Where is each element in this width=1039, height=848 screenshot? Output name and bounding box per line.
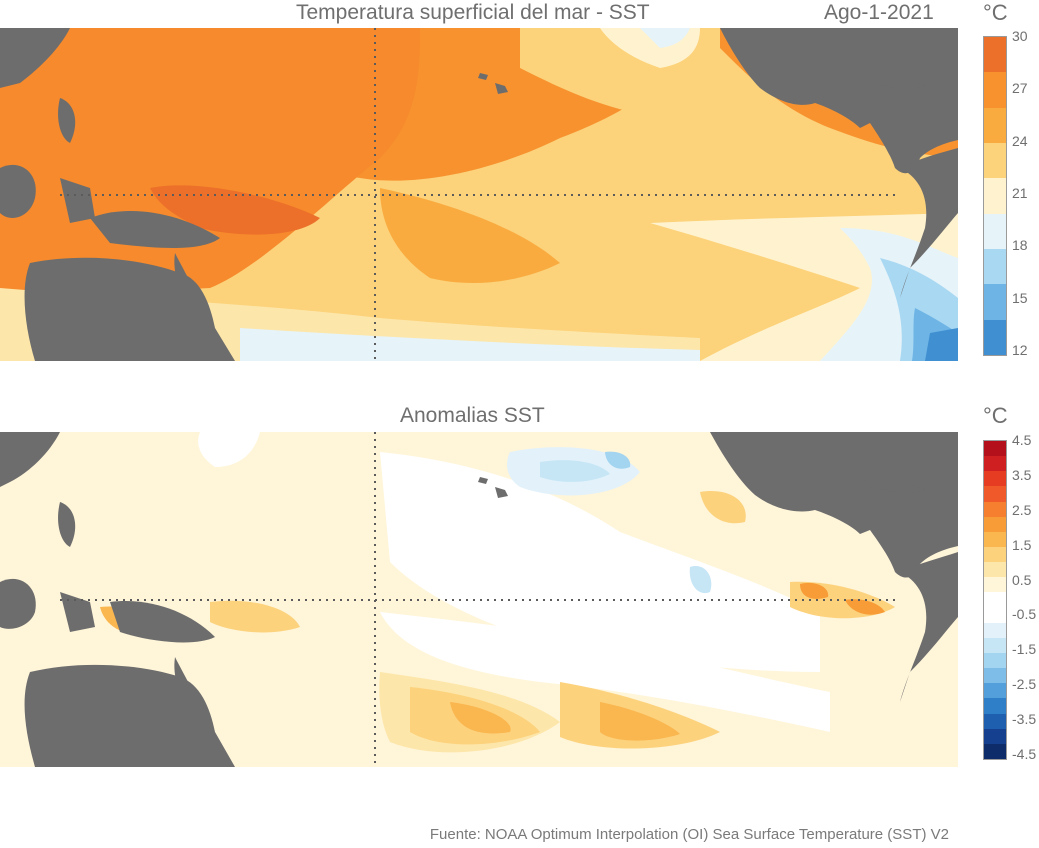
anomaly-tick-label: 2.5 xyxy=(1012,501,1032,518)
sst-swatch xyxy=(984,178,1006,214)
anomaly-swatch xyxy=(984,531,1006,547)
anomaly-swatch xyxy=(984,562,1006,578)
sst-tick-label: 24 xyxy=(1012,132,1028,149)
data-source: Fuente: NOAA Optimum Interpolation (OI) … xyxy=(429,826,949,843)
anomaly-swatch xyxy=(984,728,1006,744)
sst-map xyxy=(0,28,958,361)
sst-tick-label: 30 xyxy=(1012,28,1028,44)
anomaly-tick-label: -4.5 xyxy=(1012,746,1037,762)
sst-tick-label: 27 xyxy=(1012,80,1028,97)
anomaly-swatch xyxy=(984,501,1006,517)
sst-swatch xyxy=(984,107,1006,143)
sst-swatch xyxy=(984,72,1006,108)
anomaly-swatch xyxy=(984,592,1006,608)
sst-swatch xyxy=(984,142,1006,179)
sst-swatch xyxy=(984,37,1006,73)
sst-swatch xyxy=(984,213,1006,249)
anomaly-swatch xyxy=(984,471,1006,487)
anomaly-swatch xyxy=(984,516,1006,532)
anomaly-swatch xyxy=(984,683,1006,699)
anomaly-swatch xyxy=(984,637,1006,653)
sst-date: Ago-1-2021 xyxy=(824,1,934,24)
anomaly-tick-label: -0.5 xyxy=(1012,606,1037,623)
sst-tick-label: 18 xyxy=(1012,237,1028,254)
anomaly-unit: °C xyxy=(983,403,1008,428)
sst-swatch xyxy=(984,284,1006,320)
sst-unit: °C xyxy=(983,0,1008,25)
anomaly-swatch xyxy=(984,546,1006,563)
anomaly-swatch xyxy=(984,456,1006,472)
anomaly-swatch xyxy=(984,607,1006,623)
anomaly-tick-label: 0.5 xyxy=(1012,571,1032,588)
sst-tick-label: 15 xyxy=(1012,289,1028,306)
sst-colorbar xyxy=(983,36,1007,356)
sst-swatch xyxy=(984,319,1006,355)
anomaly-swatch xyxy=(984,441,1006,457)
anomaly-swatch xyxy=(984,668,1006,684)
sst-tick-label: 21 xyxy=(1012,185,1028,201)
anomaly-swatch xyxy=(984,713,1006,729)
sst-title: Temperatura superficial del mar - SST xyxy=(296,1,650,24)
anomaly-tick-label: -3.5 xyxy=(1012,711,1037,728)
anomaly-tick-label: 3.5 xyxy=(1012,466,1032,483)
anomaly-swatch xyxy=(984,486,1006,502)
anomaly-swatch xyxy=(984,652,1006,669)
anomaly-tick-label: 4.5 xyxy=(1012,432,1032,448)
anomaly-colorbar xyxy=(983,440,1007,760)
anomaly-tick-label: 1.5 xyxy=(1012,536,1032,553)
anomaly-tick-label: -2.5 xyxy=(1012,676,1037,693)
anomaly-swatch xyxy=(984,577,1006,593)
anomaly-swatch xyxy=(984,622,1006,638)
anomaly-swatch xyxy=(984,743,1006,759)
sst-swatch xyxy=(984,248,1006,285)
sst-tick-label: 12 xyxy=(1012,342,1028,358)
anomaly-map xyxy=(0,432,958,767)
anomaly-swatch xyxy=(984,698,1006,714)
anomaly-title: Anomalias SST xyxy=(400,404,545,427)
anomaly-tick-label: -1.5 xyxy=(1012,641,1037,658)
